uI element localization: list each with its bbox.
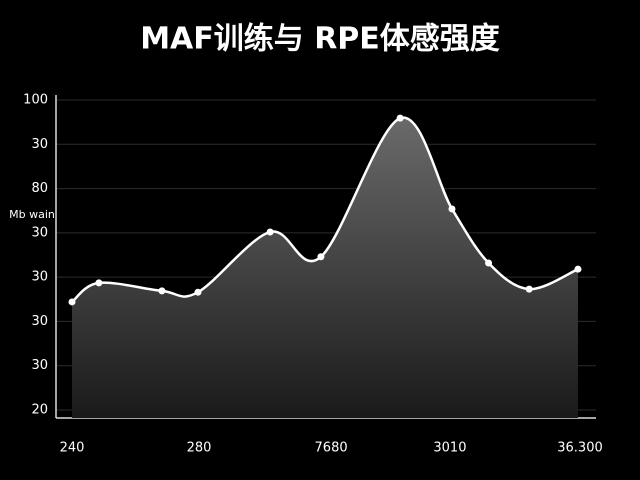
point [574, 265, 582, 273]
point [158, 287, 166, 295]
x-tick-label: 7680 [315, 441, 348, 456]
point [396, 114, 404, 122]
area [72, 117, 578, 419]
y-tick-label: 30 [31, 225, 48, 240]
point [525, 285, 533, 293]
y-tick-label: 100 [23, 93, 48, 108]
x-tick-label: 36.300 [557, 441, 603, 456]
y-tick-label: 30 [31, 270, 48, 285]
point [266, 228, 274, 236]
y-tick-label: 80 [31, 181, 48, 196]
y-tick-label: 20 [31, 403, 48, 418]
point [485, 259, 493, 267]
x-tick-label: 3010 [433, 441, 466, 456]
point [68, 298, 76, 306]
y-tick-label: 30 [31, 358, 48, 373]
x-tick-label: 240 [60, 441, 85, 456]
point [448, 205, 456, 213]
point [95, 279, 103, 287]
y-tick-label: 30 [31, 137, 48, 152]
x-tick-label: 280 [187, 441, 212, 456]
chart-title: MAF训练与 RPE体感强度 [140, 22, 500, 57]
y-tick-label: 30 [31, 314, 48, 329]
point [194, 288, 202, 296]
point [317, 253, 325, 261]
y-axis-label: Mb wain [9, 208, 55, 221]
